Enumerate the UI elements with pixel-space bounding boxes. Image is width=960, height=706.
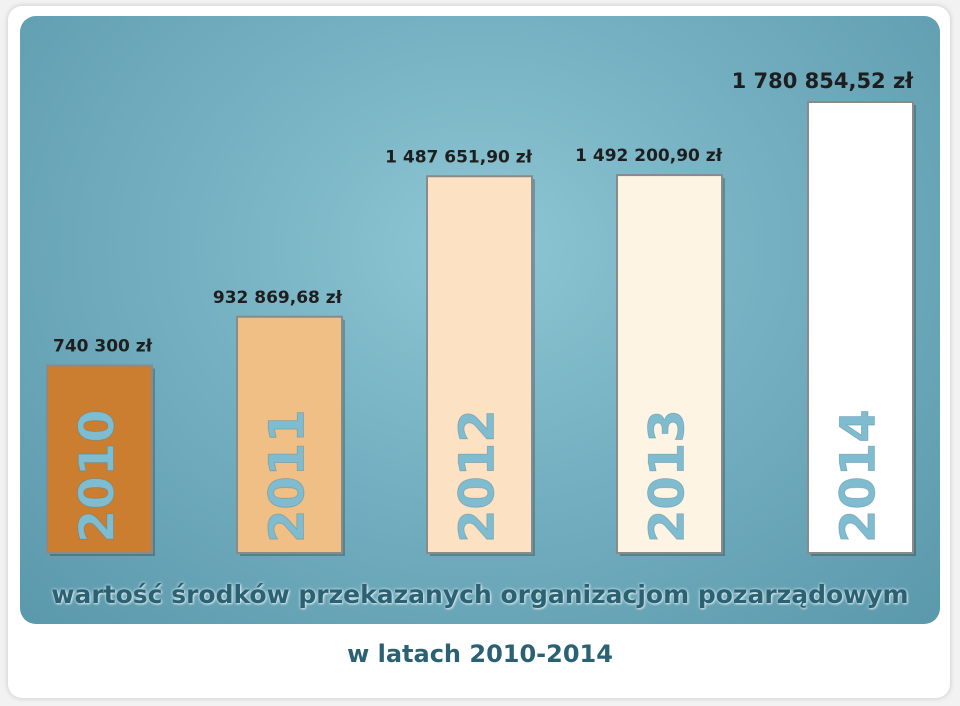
category-label-2010: 2010 — [70, 409, 126, 543]
value-label-2013: 1 492 200,90 zł — [575, 146, 723, 166]
bar-2013 — [616, 174, 723, 555]
value-label-2010: 740 300 zł — [53, 337, 153, 357]
value-label-2012: 1 487 651,90 zł — [385, 147, 533, 167]
bar-2012 — [426, 175, 533, 554]
value-label-2011: 932 869,68 zł — [213, 288, 343, 308]
chart-subtitle: w latach 2010-2014 — [347, 640, 613, 668]
chart-title: wartość środków przekazanych organizacjo… — [51, 580, 909, 609]
category-label-2013: 2013 — [640, 409, 696, 543]
category-label-2012: 2012 — [450, 409, 506, 543]
bar-2011 — [236, 315, 343, 554]
value-label-2014: 1 780 854,52 zł — [732, 69, 915, 93]
category-label-2011: 2011 — [260, 409, 316, 543]
category-label-2014: 2014 — [831, 409, 887, 543]
bar-2014 — [807, 101, 914, 554]
bar-2010 — [46, 364, 153, 555]
